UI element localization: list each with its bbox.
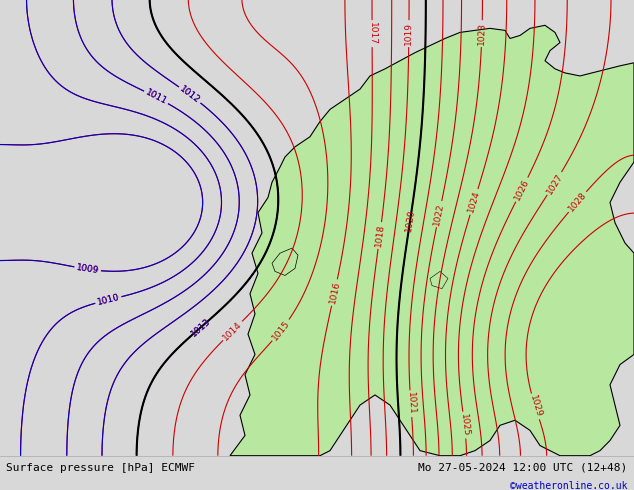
Text: 1016: 1016 bbox=[328, 280, 341, 305]
Text: 1027: 1027 bbox=[545, 172, 564, 196]
Text: 1013: 1013 bbox=[189, 316, 212, 338]
Text: 1009: 1009 bbox=[75, 263, 100, 275]
Text: 1015: 1015 bbox=[270, 318, 292, 342]
Text: 1010: 1010 bbox=[96, 293, 120, 307]
Polygon shape bbox=[230, 25, 634, 456]
Text: 1022: 1022 bbox=[432, 202, 446, 226]
Text: 1012: 1012 bbox=[178, 84, 202, 105]
Text: 1010: 1010 bbox=[96, 293, 120, 307]
Text: 1011: 1011 bbox=[144, 88, 169, 106]
Text: 1029: 1029 bbox=[527, 394, 543, 419]
Text: 1009: 1009 bbox=[75, 263, 100, 275]
Text: 1017: 1017 bbox=[368, 22, 377, 45]
Text: 1023: 1023 bbox=[477, 22, 487, 45]
Text: Surface pressure [hPa] ECMWF: Surface pressure [hPa] ECMWF bbox=[6, 463, 195, 473]
Polygon shape bbox=[272, 248, 298, 275]
Polygon shape bbox=[430, 271, 448, 289]
Text: 1020: 1020 bbox=[404, 208, 417, 232]
Text: 1012: 1012 bbox=[178, 84, 202, 105]
Text: 1013: 1013 bbox=[189, 316, 212, 338]
Text: ©weatheronline.co.uk: ©weatheronline.co.uk bbox=[510, 481, 628, 490]
Text: 1014: 1014 bbox=[221, 319, 244, 342]
Text: 1025: 1025 bbox=[458, 413, 470, 437]
Text: 1019: 1019 bbox=[404, 22, 413, 45]
Text: 1018: 1018 bbox=[374, 223, 385, 247]
Text: 1028: 1028 bbox=[567, 190, 588, 214]
Text: Mo 27-05-2024 12:00 UTC (12+48): Mo 27-05-2024 12:00 UTC (12+48) bbox=[418, 463, 628, 473]
Text: 1024: 1024 bbox=[467, 190, 482, 214]
Text: 1011: 1011 bbox=[144, 88, 169, 106]
Text: 1026: 1026 bbox=[513, 177, 531, 202]
Text: 1021: 1021 bbox=[406, 392, 416, 416]
